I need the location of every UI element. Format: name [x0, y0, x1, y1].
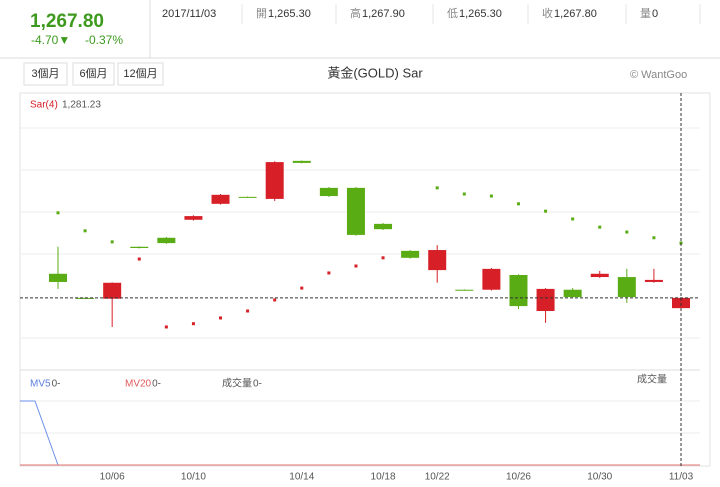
range-button[interactable] [72, 62, 115, 86]
candle-body [590, 273, 609, 278]
x-tick-label: 10/30 [587, 472, 612, 483]
grid [20, 127, 700, 434]
sar-legend-name: Sar(4) [30, 100, 58, 111]
volume-legend-name: MV20 [125, 379, 152, 390]
x-tick-label: 10/14 [289, 472, 314, 483]
sar-dot [327, 271, 331, 275]
range-buttons: 3個月 6個月 12個月 [23, 62, 164, 86]
sar-dot [219, 316, 223, 320]
change-pct: -0.37% [85, 33, 123, 47]
sar-dot [246, 309, 250, 313]
range-button-label[interactable]: 3個月 [31, 67, 59, 80]
sar-dot [489, 194, 493, 198]
candle-body [184, 216, 203, 220]
field-label: 量 [640, 7, 651, 20]
candle-body [157, 237, 176, 244]
candle-body [401, 250, 420, 258]
change: -4.70▼ [31, 33, 70, 47]
sar-dot [110, 240, 114, 244]
x-tick-label: 10/18 [371, 472, 396, 483]
candle-body [482, 268, 501, 290]
sar-dot [56, 211, 60, 215]
chart-frame [19, 92, 711, 467]
range-button-label[interactable]: 12個月 [123, 67, 157, 80]
field-label: 開 [256, 7, 267, 20]
sar-dot [462, 192, 466, 196]
candle-body [49, 273, 67, 282]
x-tick-label: 10/10 [181, 472, 206, 483]
sar-dot [164, 325, 168, 329]
sar-dot [679, 241, 683, 245]
candle-body [265, 162, 284, 199]
field-value: 0 [652, 8, 658, 20]
volume-legend-value: 0- [52, 379, 61, 390]
x-tick-label: 10/22 [425, 472, 450, 483]
candle-body [374, 223, 393, 230]
sar-legend-value: 1,281.23 [62, 100, 101, 111]
candle-body [536, 288, 555, 311]
candle-body [428, 250, 447, 271]
mv5-line [20, 400, 59, 466]
candle-body [346, 187, 365, 235]
sar-dot [354, 264, 358, 268]
candle-body [319, 187, 338, 197]
sar-dot [300, 286, 304, 290]
field-label: 低 [447, 7, 458, 20]
field-label: 收 [542, 6, 553, 20]
volume-legend-value: 0- [253, 379, 262, 390]
candle-body [292, 160, 311, 163]
sar-dot [652, 236, 656, 240]
field-label: 高 [350, 6, 361, 20]
sar-dot [83, 229, 87, 233]
x-tick-label: 11/03 [669, 472, 694, 483]
sar-dot [137, 257, 141, 261]
volume-legend-name: 成交量 [222, 377, 252, 390]
quote-date: 2017/11/03 [162, 8, 216, 20]
watermark: © WantGoo [630, 69, 687, 81]
field-value: 1,267.90 [362, 8, 405, 20]
candle-body [103, 282, 122, 299]
x-tick-label: 10/26 [506, 472, 531, 483]
sar-dot [598, 225, 602, 229]
range-button-label[interactable]: 6個月 [79, 67, 107, 80]
sar-dot [516, 202, 520, 206]
chart-title: 黃金(GOLD) Sar [327, 65, 423, 80]
sar-dot [381, 256, 385, 260]
candle-body [563, 289, 582, 298]
candle-body [211, 194, 230, 204]
sar-dot [435, 186, 439, 190]
sar-dot [191, 322, 195, 326]
field-value: 1,267.80 [554, 8, 597, 20]
field-value: 1,265.30 [459, 8, 502, 20]
quote-fields: 開 1,265.30 高 1,267.90 低 1,265.30 收 1,267.80 量 0 [241, 4, 701, 24]
x-tick-label: 10/06 [100, 472, 125, 483]
price: 1,267.80 [30, 11, 104, 32]
volume-legend-name: MV5 [30, 379, 51, 390]
candle-body [617, 277, 636, 298]
volume-label: 成交量 [637, 373, 667, 386]
candle-body [238, 196, 257, 198]
sar-dot [571, 217, 575, 221]
volume-legend-value: 0- [152, 379, 161, 390]
candle-body [130, 246, 149, 248]
sar-dot [273, 298, 277, 302]
range-button[interactable] [117, 62, 164, 86]
candle-body [509, 275, 528, 307]
sar-dot [544, 209, 548, 213]
plot: 10/06 10/10 10/14 10/18 10/22 10/26 10/30 11/03… [20, 93, 700, 483]
sar-dot [625, 230, 629, 234]
candle-body [644, 279, 663, 282]
range-button[interactable] [23, 62, 68, 86]
header [0, 0, 720, 58]
candle-body [455, 289, 474, 291]
field-value: 1,265.30 [268, 8, 311, 20]
